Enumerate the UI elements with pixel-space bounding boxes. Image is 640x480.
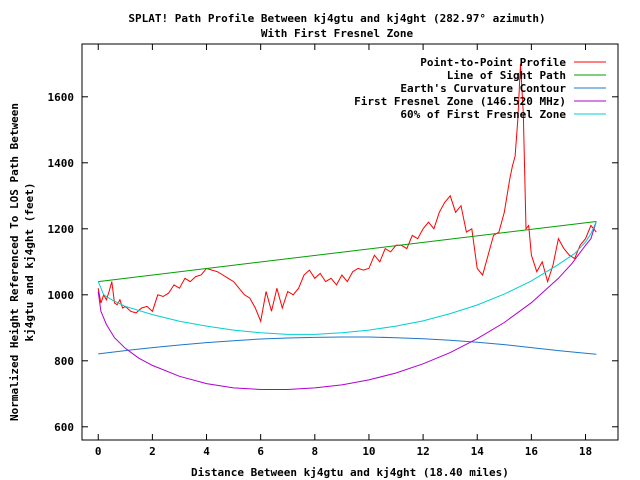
series-line-point-to-point-profile [97,63,597,323]
x-tick-label-5: 10 [362,445,375,458]
x-tick-label-9: 18 [579,445,592,458]
legend-label-first-fresnel-zone-146-520-mhz: First Fresnel Zone (146.520 MHz) [354,95,566,108]
series-line-earth-s-curvature-contour [98,336,597,355]
x-tick-label-0: 0 [95,445,102,458]
y-axis-label-line1: Normalized Height Referenced To LOS Path… [8,103,21,421]
x-tick-label-7: 14 [471,445,485,458]
series-line-60-of-first-fresnel-zone [97,221,597,335]
tick-labels: 0 2 4 6 8 10 12 14 16 18 600 800 1000 1200 1400 1600 [48,91,593,458]
x-axis-label: Distance Between kj4gtu and kj4ght (18.4… [191,466,509,479]
legend-label-line-of-sight-path: Line of Sight Path [447,69,566,82]
plot-series [97,63,597,390]
series-line-line-of-sight-path [98,221,597,283]
x-tick-label-1: 2 [149,445,156,458]
legend-label-60-of-first-fresnel-zone: 60% of First Fresnel Zone [400,108,566,121]
y-tick-label-4: 1400 [48,157,75,170]
y-tick-label-5: 1600 [48,91,75,104]
x-tick-label-4: 8 [311,445,318,458]
axis-ticks [82,44,618,440]
legend-label-earth-s-curvature-contour: Earth's Curvature Contour [400,82,566,95]
chart-subtitle: With First Fresnel Zone [261,27,414,40]
y-tick-label-1: 800 [54,355,74,368]
x-tick-label-3: 6 [257,445,264,458]
x-tick-label-8: 16 [525,445,539,458]
chart-title: SPLAT! Path Profile Between kj4gtu and k… [128,12,545,25]
y-tick-label-0: 600 [54,421,74,434]
x-tick-label-2: 4 [203,445,210,458]
plot-frame [81,43,619,441]
y-tick-label-2: 1000 [48,289,75,302]
x-tick-label-6: 12 [416,445,429,458]
series-line-first-fresnel-zone-146-520-mhz [97,221,597,390]
y-tick-label-3: 1200 [48,223,75,236]
legend-label-point-to-point-profile: Point-to-Point Profile [420,56,566,69]
y-axis-label-line2: kj4gtu and kj4ght (feet) [23,183,36,342]
